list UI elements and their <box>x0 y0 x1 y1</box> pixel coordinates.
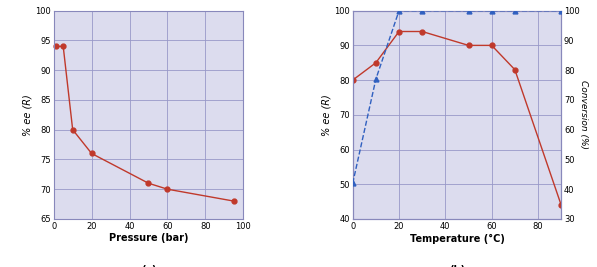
Y-axis label: % ee (R): % ee (R) <box>321 94 331 136</box>
X-axis label: Pressure (bar): Pressure (bar) <box>109 234 188 244</box>
Y-axis label: % ee (R): % ee (R) <box>23 94 32 136</box>
Y-axis label: Conversion (%): Conversion (%) <box>579 80 588 149</box>
Text: (b): (b) <box>449 265 465 267</box>
X-axis label: Temperature (°C): Temperature (°C) <box>410 234 504 244</box>
Text: (a): (a) <box>141 265 156 267</box>
